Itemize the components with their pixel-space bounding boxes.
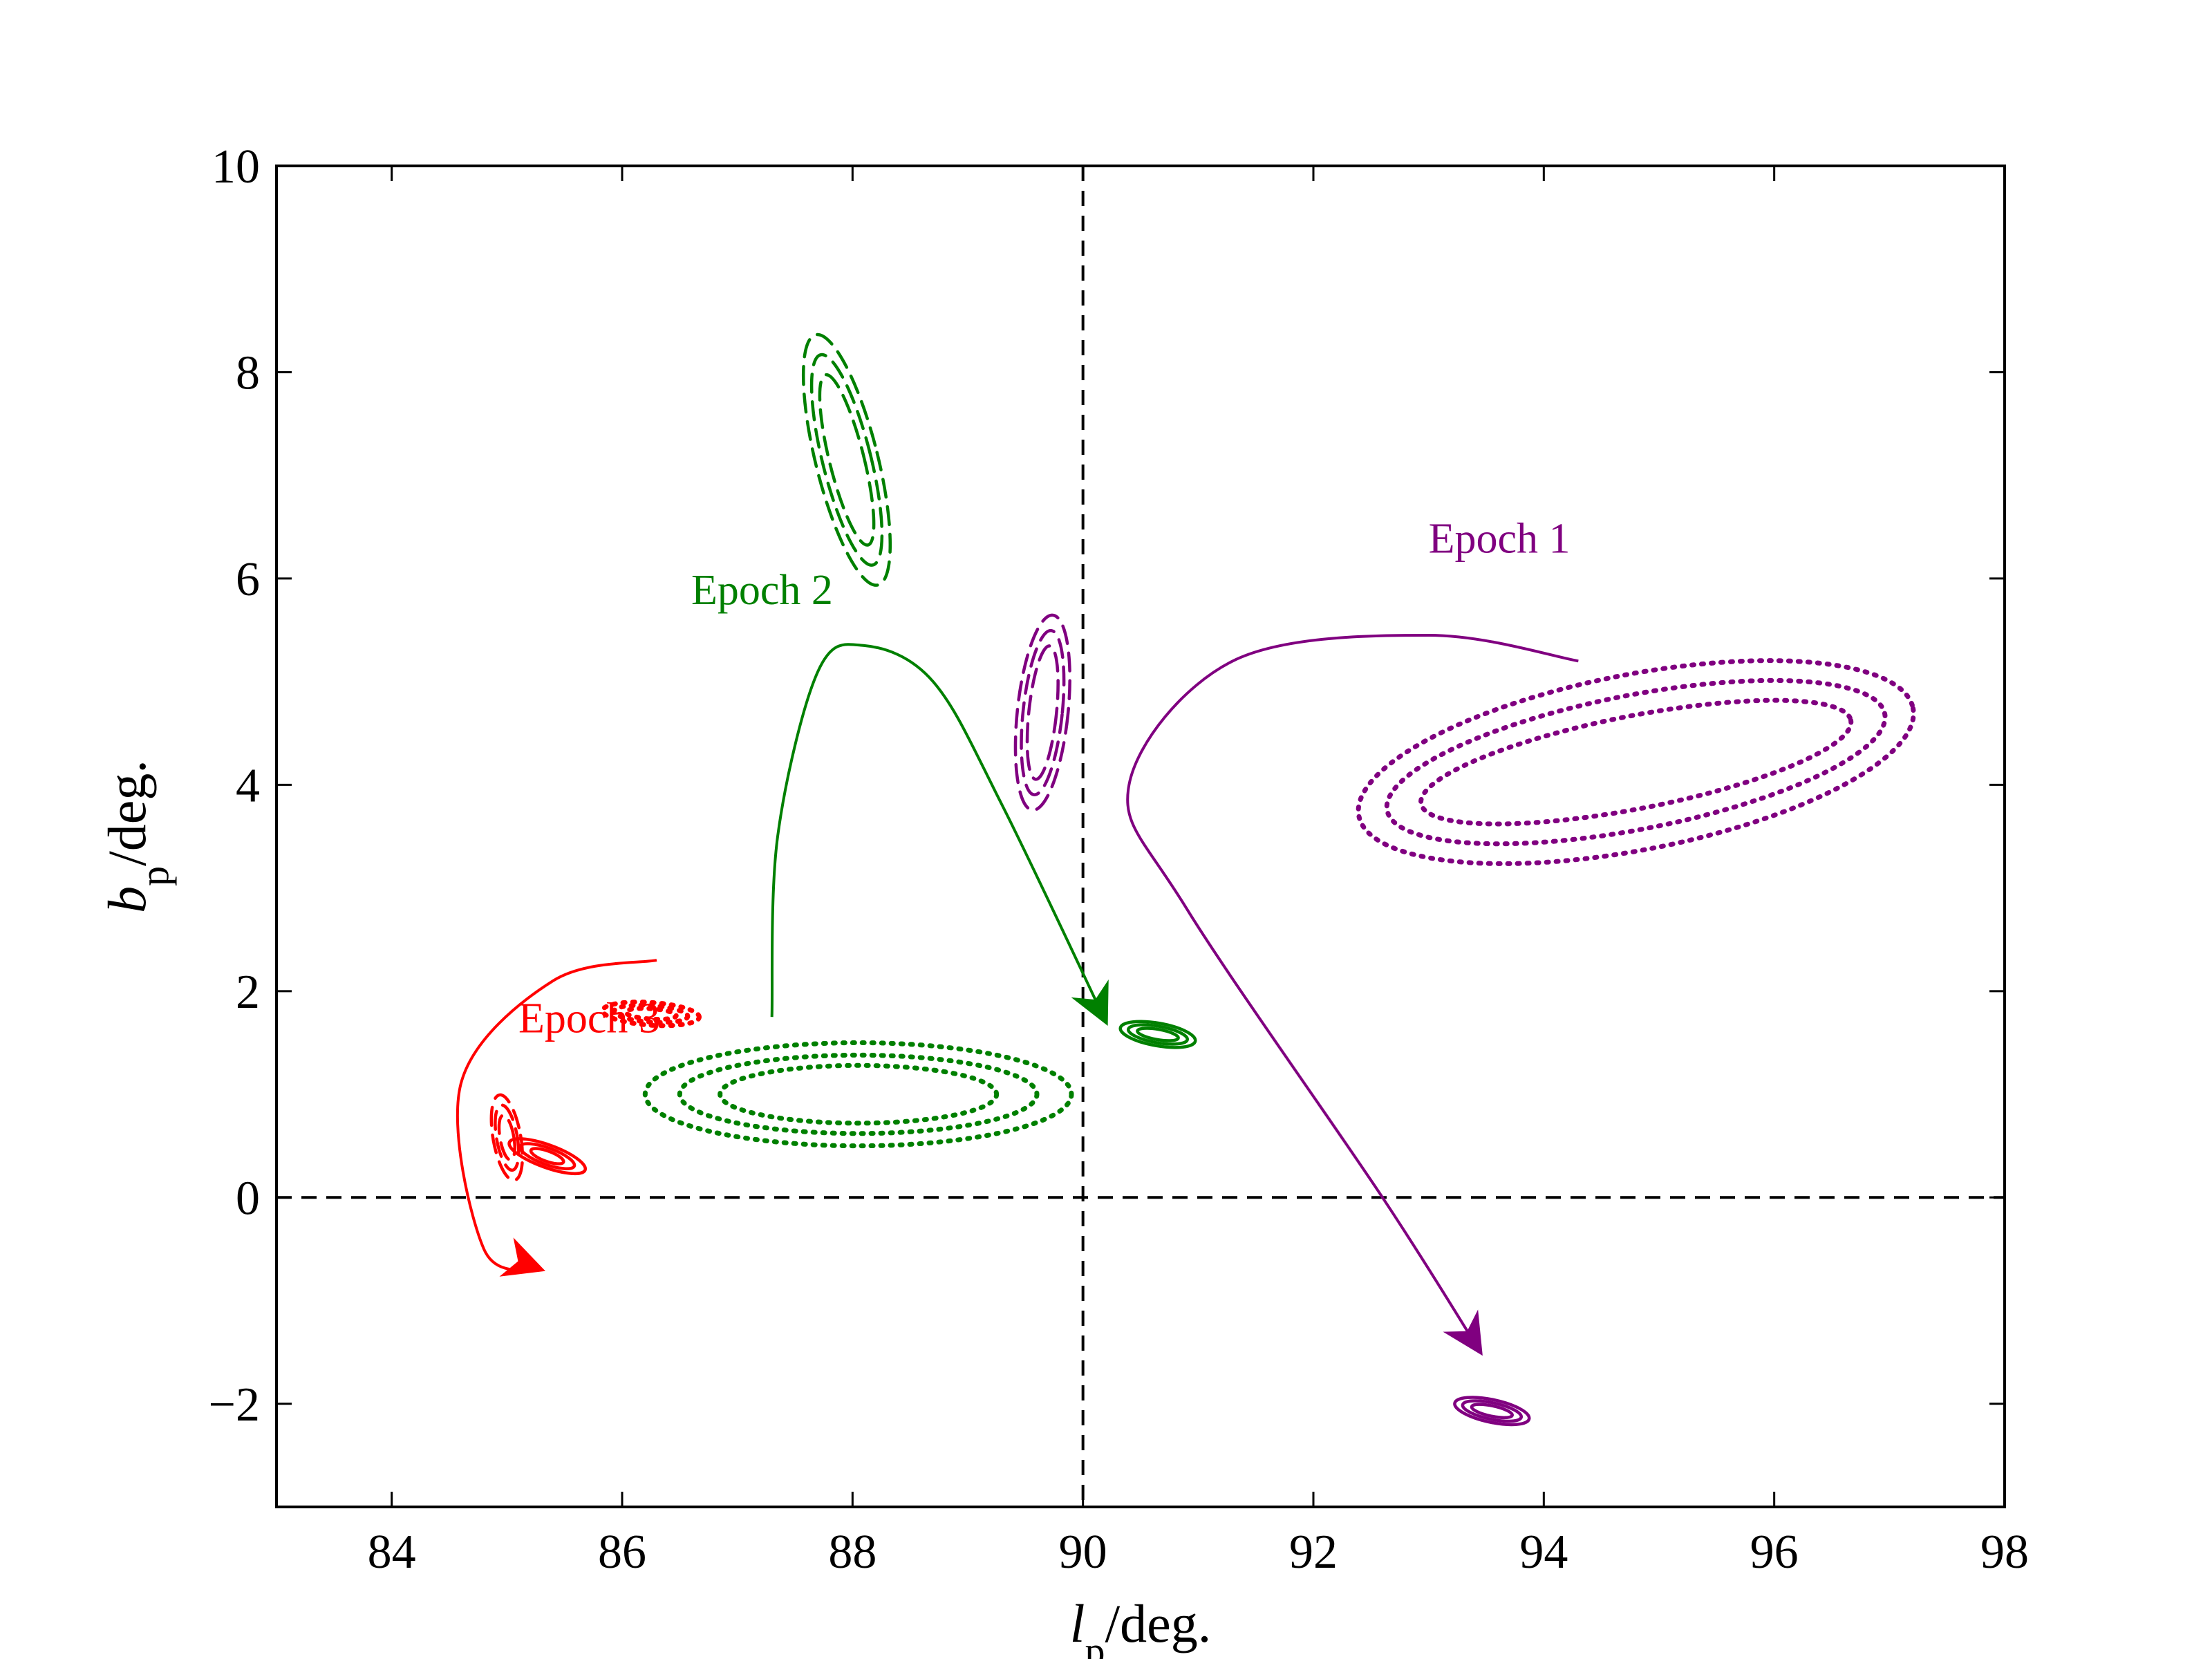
epoch3-contour-solid-2 — [518, 1142, 577, 1171]
y-axis-title-rest: /deg. — [97, 760, 157, 866]
epoch1-contour-group-solid — [1453, 1396, 1531, 1427]
y-tick-label-10: 10 — [212, 140, 260, 194]
epoch2-contour-dashed-2 — [809, 353, 884, 567]
axes-frame — [275, 165, 2006, 1508]
x-tick-label-98: 98 — [1980, 1526, 2029, 1579]
epoch1-contour-group-dotted — [1356, 658, 1916, 866]
epoch1-contour-dashed-3 — [1013, 613, 1071, 812]
plot-area: Epoch 1 Epoch 2 Epoch 3 — [276, 166, 2005, 1507]
y-axis-title: bp/deg. — [97, 760, 177, 913]
x-tick-label-84: 84 — [368, 1526, 416, 1579]
x-axis-title: lp/deg. — [1070, 1593, 1211, 1659]
epoch1-label: Epoch 1 — [1429, 516, 1571, 563]
epoch1-contour-dotted-2 — [1384, 677, 1888, 847]
x-tick-label-96: 96 — [1750, 1526, 1799, 1579]
epoch2-contour-dotted-3 — [642, 1040, 1074, 1149]
epoch2-contour-group-solid — [1118, 1020, 1197, 1049]
epoch1-contour-solid-3 — [1453, 1396, 1531, 1427]
epoch3-contour-solid-3 — [507, 1137, 588, 1176]
epoch1-contour-dotted-1 — [1418, 697, 1854, 827]
epoch2-contour-dashed-3 — [801, 332, 892, 587]
epoch2-trajectory-arrow — [770, 643, 1109, 1027]
epoch1-contour-dashed-1 — [1025, 644, 1060, 781]
y-axis-title-sub: p — [132, 866, 177, 886]
y-tick-label--2: −2 — [209, 1378, 260, 1432]
epoch3-label: Epoch 3 — [518, 995, 660, 1042]
epoch2-contour-dotted-1 — [718, 1062, 1000, 1126]
x-axis-title-main: l — [1070, 1593, 1085, 1653]
x-tick-label-90: 90 — [1059, 1526, 1107, 1579]
x-tick-label-94: 94 — [1519, 1526, 1568, 1579]
epoch2-contour-solid-3 — [1118, 1020, 1197, 1049]
epoch1-contour-solid-1 — [1470, 1403, 1514, 1420]
y-axis-title-main: b — [97, 886, 157, 913]
x-axis-title-sub: p — [1085, 1629, 1105, 1659]
x-tick-label-88: 88 — [828, 1526, 877, 1579]
epoch2-contour-solid-2 — [1127, 1023, 1189, 1046]
x-axis-title-rest: /deg. — [1105, 1593, 1211, 1653]
y-tick-label-2: 2 — [236, 966, 260, 1019]
epoch3-contour-dotted-3 — [600, 1000, 702, 1029]
y-tick-label-4: 4 — [236, 759, 260, 812]
y-tick-label-0: 0 — [236, 1172, 260, 1225]
epoch3-contour-dotted-2 — [611, 1002, 691, 1025]
epoch3-contour-dashed-2 — [494, 1103, 521, 1172]
epoch3-contour-solid-1 — [529, 1147, 565, 1165]
y-tick-label-6: 6 — [236, 553, 260, 606]
epoch1-trajectory-arrow — [1126, 633, 1579, 1356]
epoch3-contour-group-solid — [507, 1137, 588, 1176]
y-tick-label-8: 8 — [236, 346, 260, 400]
epoch1-contour-solid-2 — [1461, 1399, 1524, 1423]
epoch3-trajectory-arrow — [456, 959, 657, 1277]
x-tick-label-92: 92 — [1289, 1526, 1338, 1579]
epoch1-contour-dashed-2 — [1020, 628, 1066, 796]
epoch3-contour-dashed-3 — [489, 1093, 525, 1182]
epoch3-contour-dotted-1 — [623, 1006, 679, 1022]
epoch3-contour-group-dashed — [489, 1093, 525, 1182]
epoch2-contour-solid-1 — [1136, 1027, 1180, 1042]
epoch2-contour-group-dashed — [801, 332, 892, 587]
epoch2-label: Epoch 2 — [691, 567, 833, 614]
epoch3-contour-group-dotted — [600, 1000, 702, 1029]
epoch1-contour-group-dashed — [1013, 613, 1071, 812]
epoch2-contour-dashed-1 — [818, 373, 876, 547]
epoch1-contour-dotted-3 — [1356, 658, 1916, 866]
epoch2-contour-group-dotted — [642, 1040, 1074, 1149]
epoch2-contour-dotted-2 — [677, 1052, 1040, 1136]
ticks — [276, 165, 2006, 1507]
epoch3-contour-dashed-1 — [497, 1114, 516, 1162]
tick-labels: 84 86 88 90 92 94 96 98 −2 0 2 4 6 8 10 — [209, 140, 2029, 1579]
x-tick-label-86: 86 — [598, 1526, 646, 1579]
